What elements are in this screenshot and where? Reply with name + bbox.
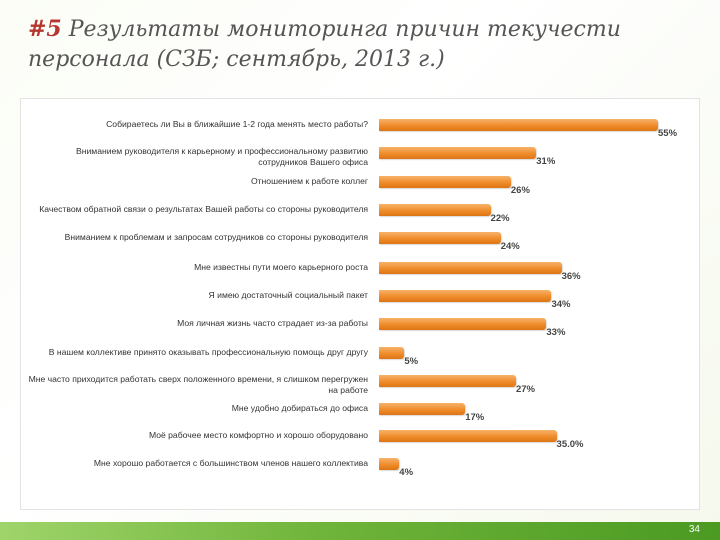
bar: [379, 403, 466, 415]
category-label: Отношением к работе коллег: [250, 176, 368, 186]
bar: [379, 347, 405, 359]
category-label: Мне хорошо работается с большинством чле…: [93, 458, 368, 468]
bar: [379, 176, 511, 188]
title-text: Результаты мониторинга причин текучести …: [28, 17, 621, 72]
bar: [379, 262, 562, 274]
value-label: 33%: [546, 327, 566, 338]
bar: [379, 119, 658, 131]
category-label: Мне удобно добираться до офиса: [231, 403, 368, 413]
page-number: 34: [688, 524, 700, 535]
value-label: 34%: [551, 299, 571, 310]
value-label: 27%: [515, 384, 535, 395]
category-label: Качеством обратной связи о результатах В…: [39, 204, 368, 214]
bar: [379, 232, 501, 244]
category-label: Вниманием руководителя к карьерному и пр…: [76, 146, 368, 167]
slide-title: #5 Результаты мониторинга причин текучес…: [28, 14, 708, 75]
value-label: 5%: [404, 356, 419, 367]
bar: [379, 458, 400, 470]
category-label: Моё рабочее место комфортно и хорошо обо…: [148, 430, 368, 440]
bar: [379, 204, 491, 216]
bar: [379, 375, 516, 387]
value-label: 35.0%: [556, 439, 584, 450]
value-label: 17%: [465, 412, 485, 423]
bar: [379, 318, 547, 330]
category-label: Собираетесь ли Вы в ближайшие 1-2 года м…: [106, 119, 368, 129]
value-label: 26%: [510, 185, 530, 196]
category-label: Мне часто приходится работать сверх поло…: [28, 374, 368, 395]
chart-panel: [20, 98, 700, 510]
bar: [379, 290, 552, 302]
category-label: Мне известны пути моего карьерного роста: [194, 262, 368, 272]
category-label: Моя личная жизнь часто страдает из-за ра…: [177, 318, 368, 328]
bar: [379, 430, 557, 442]
category-label: Я имею достаточный социальный пакет: [208, 290, 368, 300]
value-label: 55%: [658, 128, 678, 139]
value-label: 36%: [561, 271, 581, 282]
category-label: В нашем коллективе принято оказывать про…: [48, 347, 368, 357]
footer-bar: 34: [0, 522, 720, 540]
category-label: Вниманием к проблемам и запросам сотрудн…: [64, 232, 368, 242]
value-label: 24%: [500, 241, 520, 252]
value-label: 31%: [536, 156, 556, 167]
value-label: 4%: [399, 467, 414, 478]
value-label: 22%: [490, 213, 510, 224]
title-number: #5: [28, 16, 62, 42]
bar: [379, 147, 537, 159]
